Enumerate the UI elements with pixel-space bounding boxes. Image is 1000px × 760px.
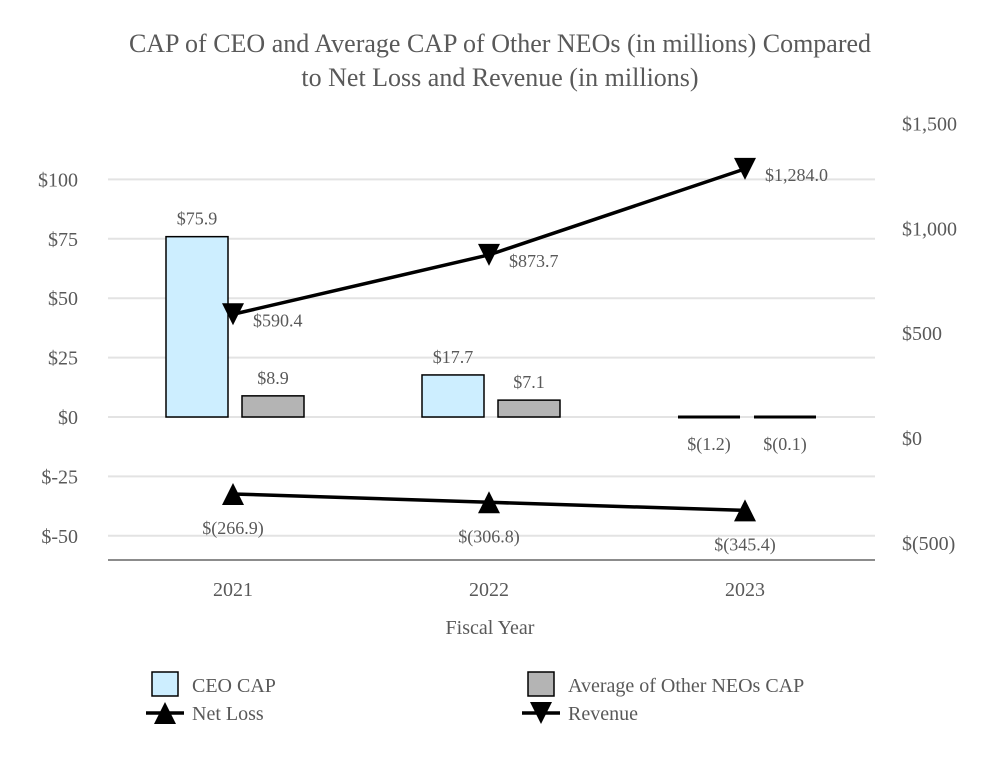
y-left-tick-label: $0 (58, 407, 78, 429)
tick-labels: $100 $75 $50 $25 $0 $-25 $-50 $1,500 $1,000 $500 $… (38, 114, 957, 555)
bar-value-label: $17.7 (433, 347, 474, 367)
net-loss-marker (478, 491, 500, 514)
net-loss-value-label: $(345.4) (714, 534, 776, 555)
x-axis-title: Fiscal Year (446, 617, 535, 639)
y-left-tick-label: $-50 (41, 526, 78, 548)
legend-triangle-down-icon (530, 702, 552, 724)
y-left-tick-label: $100 (38, 169, 78, 191)
bar-value-label: $(0.1) (763, 434, 807, 455)
bar-ceo-cap (165, 235, 229, 418)
bar-neo-cap (497, 399, 561, 418)
legend-label: Net Loss (192, 703, 264, 725)
legend: CEO CAP Average of Other NEOs CAP Net Loss… (146, 671, 804, 725)
legend-triangle-up-icon (154, 702, 176, 724)
y-left-tick-label: $75 (48, 229, 78, 251)
revenue-value-label: $873.7 (509, 251, 559, 271)
x-tick-label: 2022 (469, 579, 509, 601)
legend-item: CEO CAP (151, 671, 276, 697)
y-right-tick-label: $1,000 (902, 218, 957, 240)
y-left-tick-label: $-25 (41, 466, 78, 488)
legend-item: Net Loss (146, 702, 264, 725)
chart-title-line-2: to Net Loss and Revenue (in millions) (301, 63, 698, 92)
y-left-tick-label: $25 (48, 348, 78, 370)
revenue-value-label: $1,284.0 (765, 165, 828, 185)
line-series (222, 157, 756, 522)
legend-label: Average of Other NEOs CAP (568, 675, 804, 697)
legend-label: CEO CAP (192, 675, 276, 697)
revenue-value-label: $590.4 (253, 310, 303, 330)
y-right-tick-label: $0 (902, 428, 922, 450)
legend-swatch-ceo-cap (151, 671, 179, 697)
bar-neo-cap (241, 395, 305, 418)
bar-series (165, 235, 816, 419)
bar-value-label: $7.1 (513, 372, 545, 392)
legend-item: Revenue (522, 702, 638, 725)
y-right-tick-label: $(500) (902, 533, 955, 555)
legend-item: Average of Other NEOs CAP (527, 671, 804, 697)
y-right-tick-label: $500 (902, 323, 942, 345)
net-loss-marker (222, 482, 244, 505)
legend-label: Revenue (568, 703, 638, 725)
net-loss-value-label: $(266.9) (202, 518, 264, 539)
bar-ceo-cap (421, 374, 485, 418)
data-labels: $75.9 $17.7 $(1.2) $8.9 $7.1 $(0.1) $590.4 $873… (177, 165, 828, 556)
x-axis: 2021 2022 2023 (108, 559, 875, 601)
net-loss-marker (734, 499, 756, 522)
gridlines (108, 178, 875, 537)
y-left-tick-label: $50 (48, 288, 78, 310)
bar-value-label: $(1.2) (687, 434, 731, 455)
revenue-marker (734, 157, 756, 180)
revenue-line (232, 167, 746, 316)
x-tick-label: 2023 (725, 579, 765, 601)
chart-title-line-1: CAP of CEO and Average CAP of Other NEOs… (129, 29, 871, 58)
bar-value-label: $75.9 (177, 209, 218, 229)
net-loss-value-label: $(306.8) (458, 526, 520, 547)
x-tick-label: 2021 (213, 579, 253, 601)
legend-swatch-neo-cap (527, 671, 555, 697)
chart-title: CAP of CEO and Average CAP of Other NEOs… (129, 29, 871, 92)
bar-value-label: $8.9 (257, 368, 289, 388)
revenue-marker (222, 303, 244, 326)
revenue-marker (478, 243, 500, 266)
y-right-tick-label: $1,500 (902, 114, 957, 136)
